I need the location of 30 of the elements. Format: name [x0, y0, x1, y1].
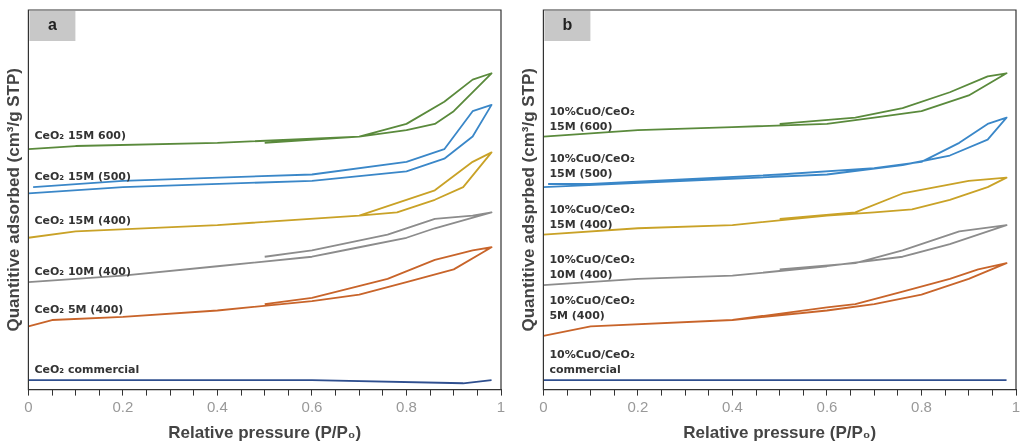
series-label: CeO₂ 5M (400) — [34, 303, 124, 317]
x-tick-label: 0.4 — [722, 397, 743, 415]
series-label: 10%CuO/CeO₂ 15M (500) — [549, 151, 635, 180]
x-tick-label: 0.4 — [207, 397, 228, 415]
x-axis-title: Relative pressure (P/P₀) — [168, 423, 362, 443]
series-label: 10%CuO/CeO₂ 15M (400) — [549, 202, 635, 231]
y-axis-title: Quantitive adsorbed (cm³/g STP) — [3, 68, 23, 332]
text: a — [47, 16, 57, 34]
x-tick-label: 1 — [496, 397, 506, 415]
series-label: 10%CuO/CeO₂ commercial — [549, 348, 635, 377]
text: b — [562, 16, 573, 34]
series-label: 10%CuO/CeO₂ 5M (400) — [549, 294, 635, 323]
x-axis-title: Relative pressure (P/P₀) — [683, 423, 877, 443]
y-axis-title: Quantitive adsprbed (cm³/g STP) — [518, 68, 538, 332]
series-label: CeO₂ 15M (500) — [34, 170, 132, 184]
series-label: CeO₂ 10M (400) — [34, 265, 132, 279]
series-label: 10%CuO/CeO₂ 15M (600) — [549, 104, 635, 133]
series-label: CeO₂ commercial — [34, 363, 140, 377]
series-label: 10%CuO/CeO₂ 10M (400) — [549, 253, 635, 282]
x-tick-label: 0 — [539, 397, 548, 415]
x-tick-label: 0.8 — [396, 397, 417, 415]
series-label: CeO₂ 15M 600) — [34, 129, 127, 143]
x-tick-label: 0.6 — [816, 397, 838, 415]
x-tick-label: 0 — [24, 397, 33, 415]
x-tick-label: 0.2 — [627, 397, 649, 415]
x-tick-label: 0.2 — [112, 397, 134, 415]
series-label: CeO₂ 15M (400) — [34, 214, 132, 228]
x-tick-label: 0.6 — [301, 397, 323, 415]
x-tick-label: 1 — [1011, 397, 1021, 415]
x-tick-label: 0.8 — [911, 397, 932, 415]
